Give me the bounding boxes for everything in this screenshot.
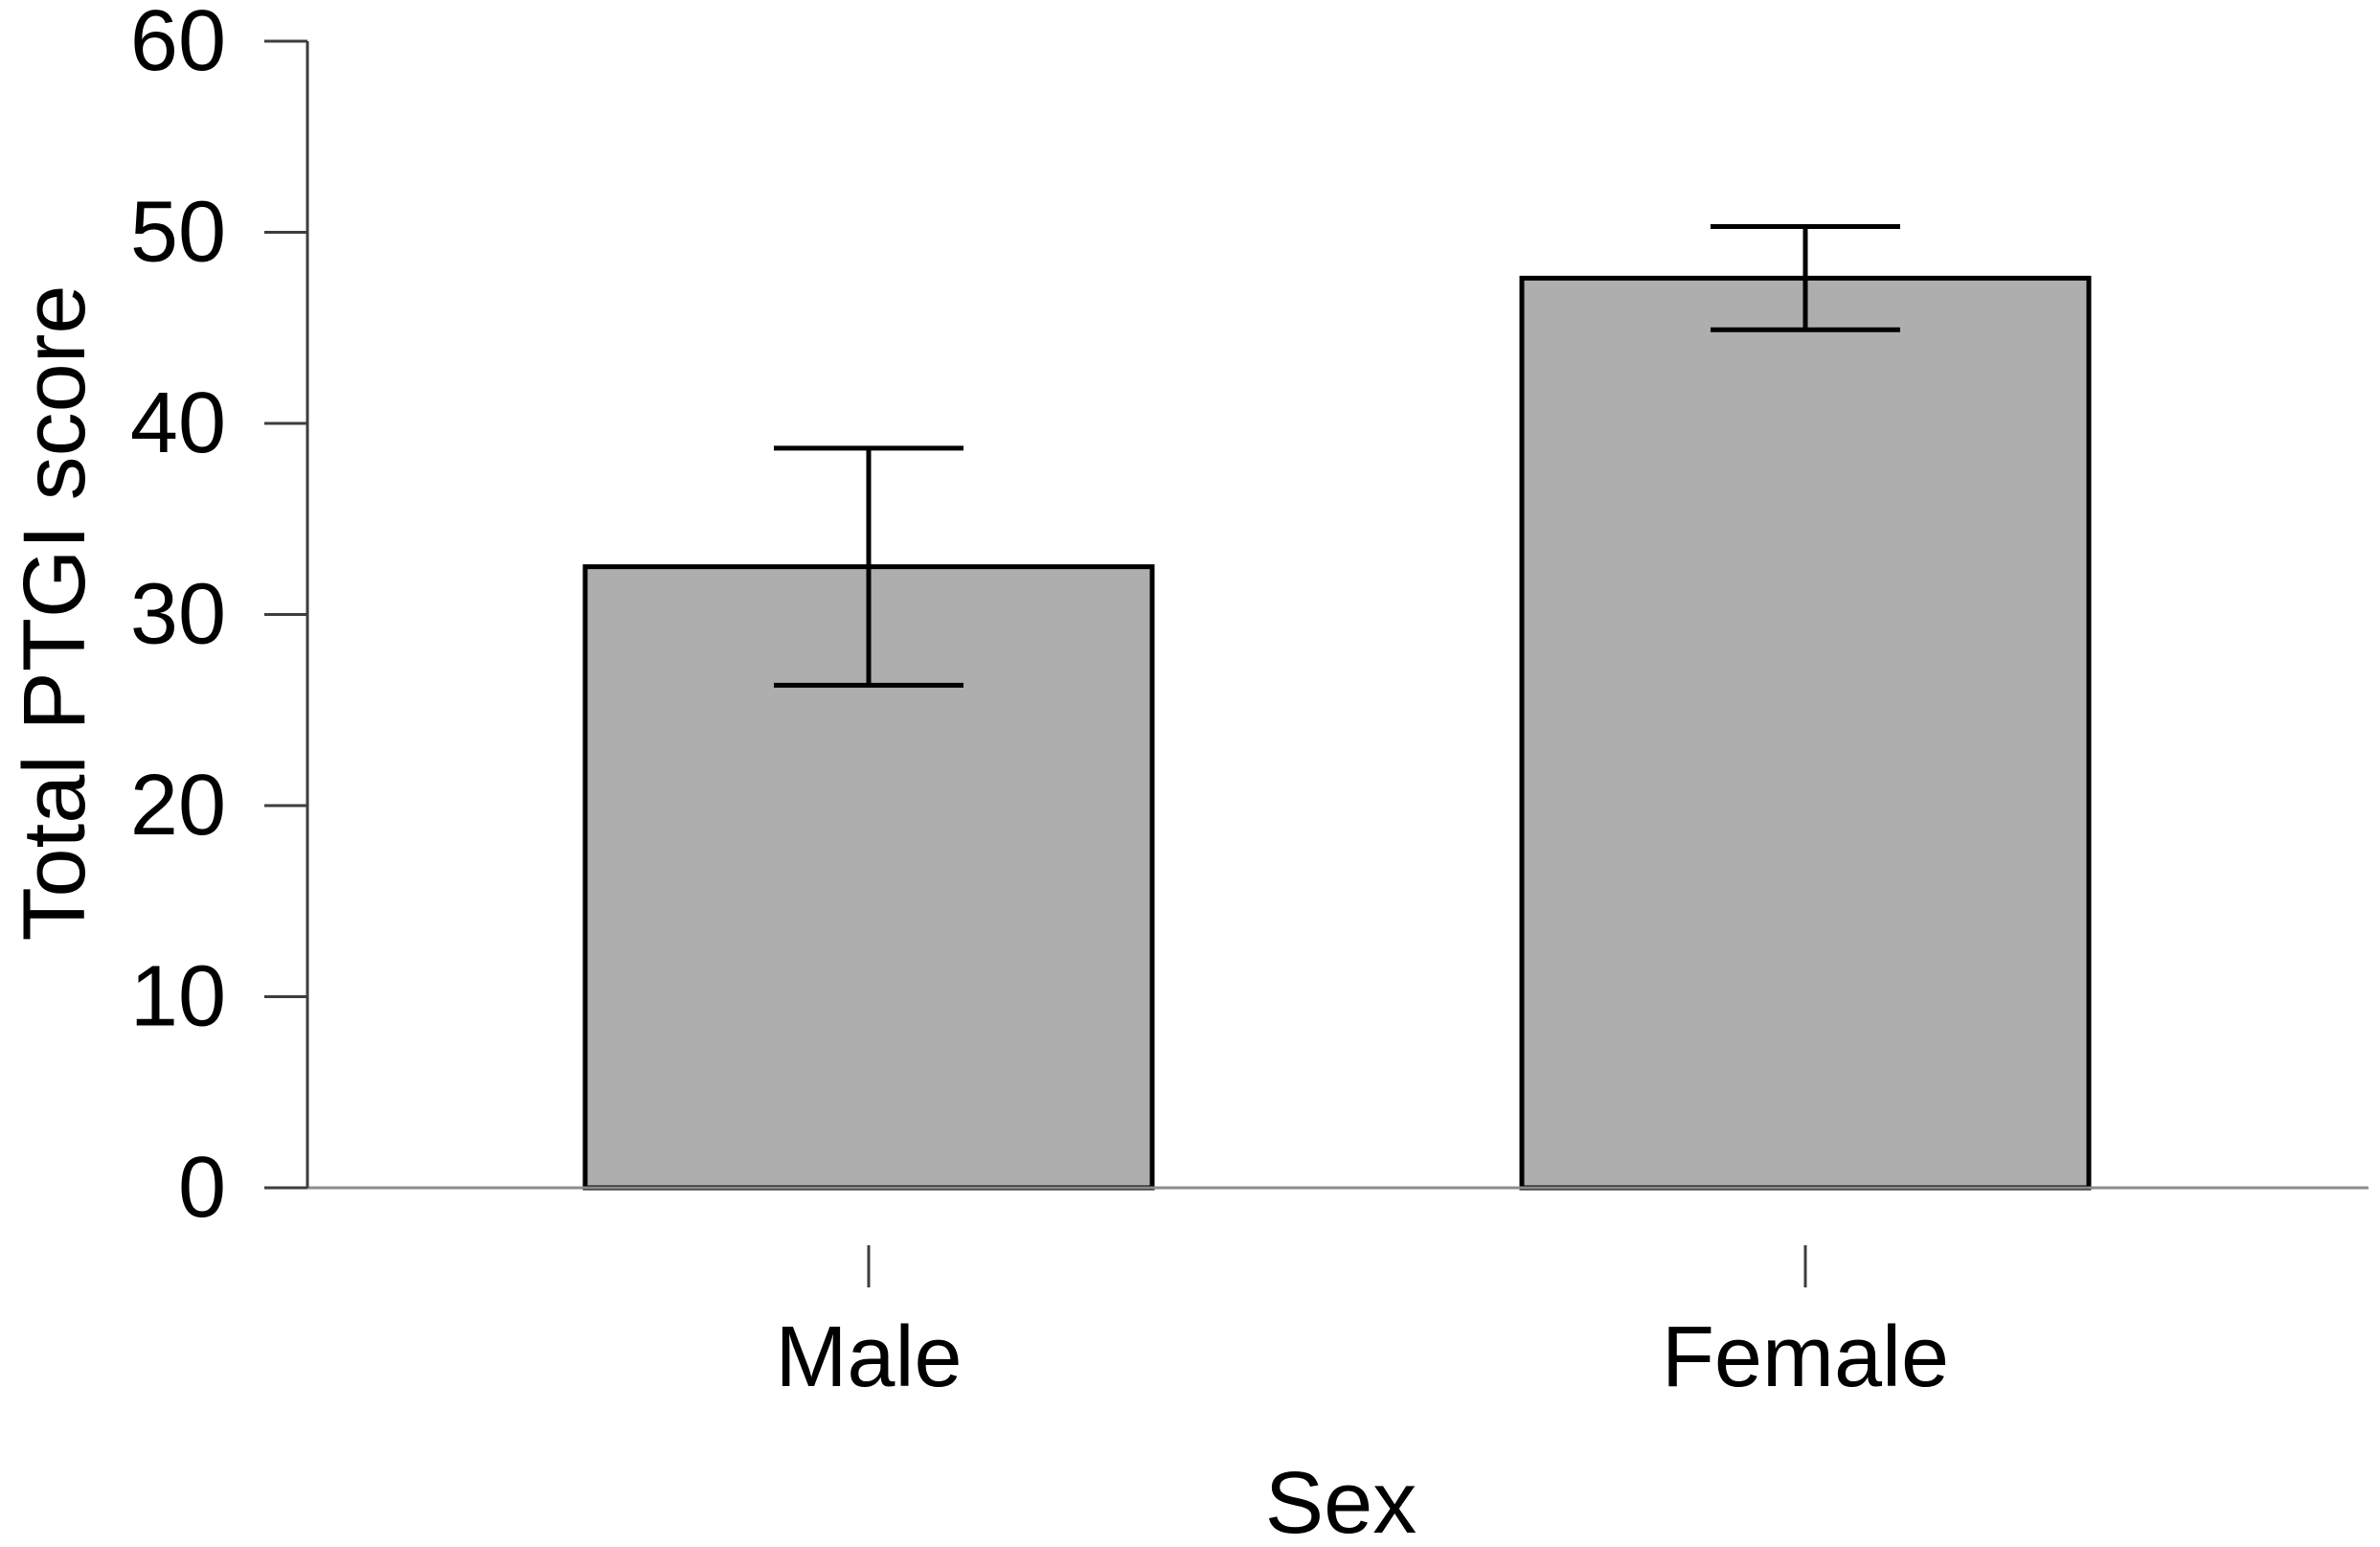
y-axis-tick-label: 50 bbox=[130, 185, 226, 281]
y-axis-tick-label: 10 bbox=[130, 949, 226, 1045]
y-axis-tick-label: 60 bbox=[130, 0, 226, 89]
y-axis-tick-label: 30 bbox=[130, 567, 226, 663]
x-axis-category-label-female: Female bbox=[1662, 1309, 1949, 1405]
bar-female bbox=[1519, 275, 2092, 1191]
x-axis-category-label-male: Male bbox=[775, 1309, 962, 1405]
y-axis-title: Total PTGI score bbox=[6, 284, 103, 941]
y-axis-tick-label: 40 bbox=[130, 375, 226, 471]
y-axis-tick-label: 20 bbox=[130, 758, 226, 853]
y-axis-tick-label: 0 bbox=[178, 1140, 226, 1236]
x-axis-title: Sex bbox=[1265, 1454, 1417, 1547]
